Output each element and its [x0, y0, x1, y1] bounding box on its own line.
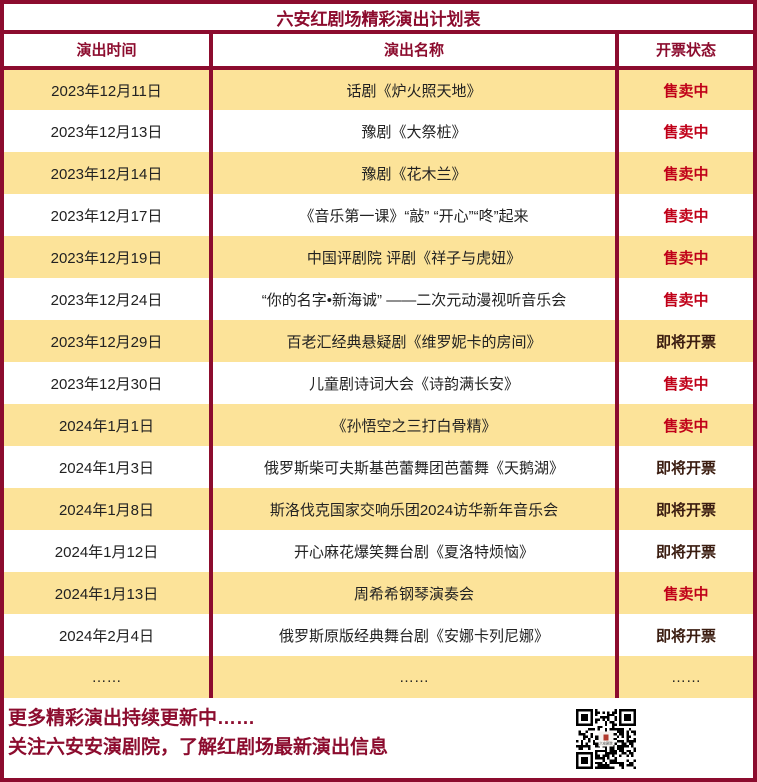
svg-text:六安剧院: 六安剧院	[599, 740, 613, 745]
